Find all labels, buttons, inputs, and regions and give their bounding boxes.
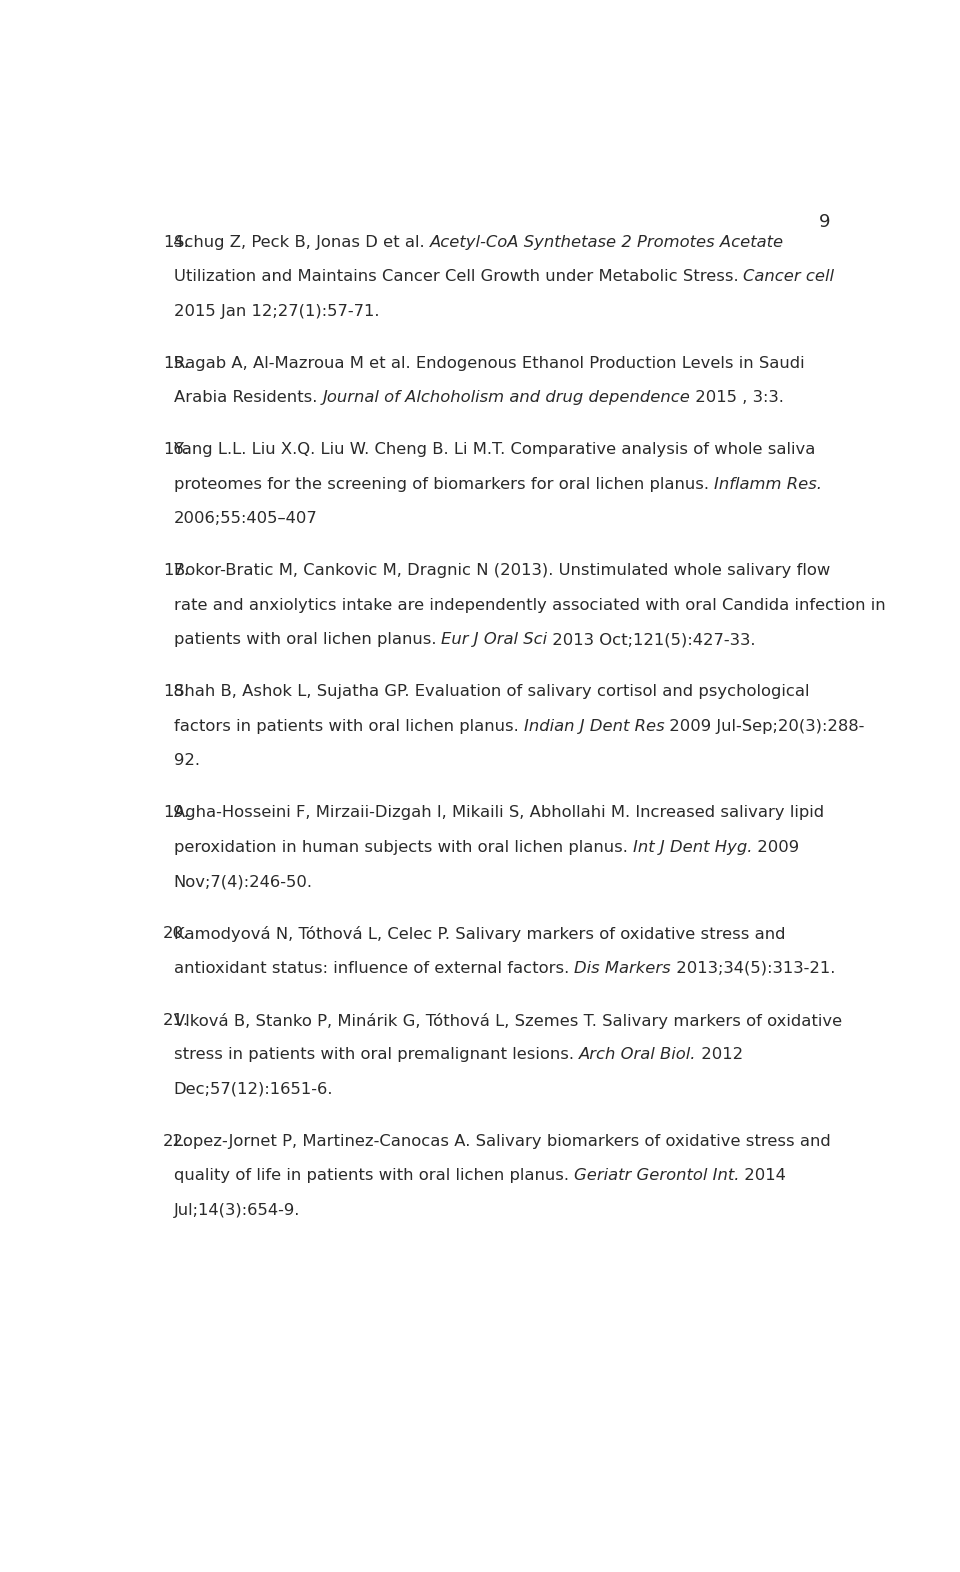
Text: factors in patients with oral lichen planus.: factors in patients with oral lichen pla…	[174, 718, 523, 734]
Text: Vlková B, Stanko P, Minárik G, Tóthová L, Szemes T. Salivary markers of oxidativ: Vlková B, Stanko P, Minárik G, Tóthová L…	[174, 1012, 842, 1030]
Text: rate and anxiolytics intake are independently associated with oral Candida infec: rate and anxiolytics intake are independ…	[174, 597, 885, 613]
Text: 2009 Jul-Sep;20(3):288-: 2009 Jul-Sep;20(3):288-	[664, 718, 865, 734]
Text: Arch Oral Biol.: Arch Oral Biol.	[579, 1047, 696, 1063]
Text: 20.: 20.	[163, 926, 189, 942]
Text: Utilization and Maintains Cancer Cell Growth under Metabolic Stress.: Utilization and Maintains Cancer Cell Gr…	[174, 269, 743, 285]
Text: Acetyl-CoA Synthetase 2 Promotes Acetate: Acetyl-CoA Synthetase 2 Promotes Acetate	[429, 234, 783, 250]
Text: 2013;34(5):313-21.: 2013;34(5):313-21.	[671, 960, 835, 976]
Text: Journal of Alchoholism and drug dependence: Journal of Alchoholism and drug dependen…	[323, 390, 690, 406]
Text: patients with oral lichen planus.: patients with oral lichen planus.	[174, 632, 442, 648]
Text: 19.: 19.	[163, 805, 189, 821]
Text: Jul;14(3):654-9.: Jul;14(3):654-9.	[174, 1203, 300, 1218]
Text: Shah B, Ashok L, Sujatha GP. Evaluation of salivary cortisol and psychological: Shah B, Ashok L, Sujatha GP. Evaluation …	[174, 684, 809, 700]
Text: Dec;57(12):1651-6.: Dec;57(12):1651-6.	[174, 1082, 333, 1097]
Text: Int J Dent Hyg.: Int J Dent Hyg.	[633, 839, 753, 855]
Text: proteomes for the screening of biomarkers for oral lichen planus.: proteomes for the screening of biomarker…	[174, 476, 714, 492]
Text: peroxidation in human subjects with oral lichen planus.: peroxidation in human subjects with oral…	[174, 839, 633, 855]
Text: Cancer cell: Cancer cell	[743, 269, 834, 285]
Text: 2015 Jan 12;27(1):57-71.: 2015 Jan 12;27(1):57-71.	[174, 303, 379, 319]
Text: Dis Markers: Dis Markers	[574, 960, 671, 976]
Text: Arabia Residents.: Arabia Residents.	[174, 390, 323, 406]
Text: Ragab A, Al-Mazroua M et al. Endogenous Ethanol Production Levels in Saudi: Ragab A, Al-Mazroua M et al. Endogenous …	[174, 355, 804, 371]
Text: Agha-Hosseini F, Mirzaii-Dizgah I, Mikaili S, Abhollahi M. Increased salivary li: Agha-Hosseini F, Mirzaii-Dizgah I, Mikai…	[174, 805, 824, 821]
Text: 2006;55:405–407: 2006;55:405–407	[174, 511, 318, 527]
Text: 18.: 18.	[163, 684, 189, 700]
Text: quality of life in patients with oral lichen planus.: quality of life in patients with oral li…	[174, 1168, 574, 1184]
Text: 15.: 15.	[163, 355, 189, 371]
Text: 22.: 22.	[163, 1133, 189, 1149]
Text: Nov;7(4):246-50.: Nov;7(4):246-50.	[174, 874, 313, 890]
Text: 2009: 2009	[753, 839, 800, 855]
Text: Geriatr Gerontol Int.: Geriatr Gerontol Int.	[574, 1168, 739, 1184]
Text: 2012: 2012	[696, 1047, 743, 1063]
Text: antioxidant status: influence of external factors.: antioxidant status: influence of externa…	[174, 960, 574, 976]
Text: 21.: 21.	[163, 1012, 189, 1028]
Text: 2014: 2014	[739, 1168, 786, 1184]
Text: Schug Z, Peck B, Jonas D et al.: Schug Z, Peck B, Jonas D et al.	[174, 234, 429, 250]
Text: 16.: 16.	[163, 442, 189, 457]
Text: Bokor-Bratic M, Cankovic M, Dragnic N (2013). Unstimulated whole salivary flow: Bokor-Bratic M, Cankovic M, Dragnic N (2…	[174, 563, 829, 578]
Text: 14.: 14.	[163, 234, 189, 250]
Text: Eur J Oral Sci: Eur J Oral Sci	[442, 632, 547, 648]
Text: 92.: 92.	[174, 753, 200, 769]
Text: 9: 9	[819, 212, 830, 231]
Text: Kamodyová N, Tóthová L, Celec P. Salivary markers of oxidative stress and: Kamodyová N, Tóthová L, Celec P. Salivar…	[174, 926, 785, 942]
Text: 2015 , 3:3.: 2015 , 3:3.	[690, 390, 784, 406]
Text: Yang L.L. Liu X.Q. Liu W. Cheng B. Li M.T. Comparative analysis of whole saliva: Yang L.L. Liu X.Q. Liu W. Cheng B. Li M.…	[174, 442, 815, 457]
Text: Indian J Dent Res: Indian J Dent Res	[523, 718, 664, 734]
Text: 2013 Oct;121(5):427-33.: 2013 Oct;121(5):427-33.	[547, 632, 756, 648]
Text: Inflamm Res.: Inflamm Res.	[714, 476, 822, 492]
Text: 17.: 17.	[163, 563, 189, 578]
Text: stress in patients with oral premalignant lesions.: stress in patients with oral premalignan…	[174, 1047, 579, 1063]
Text: Lopez-Jornet P, Martinez-Canocas A. Salivary biomarkers of oxidative stress and: Lopez-Jornet P, Martinez-Canocas A. Sali…	[174, 1133, 830, 1149]
